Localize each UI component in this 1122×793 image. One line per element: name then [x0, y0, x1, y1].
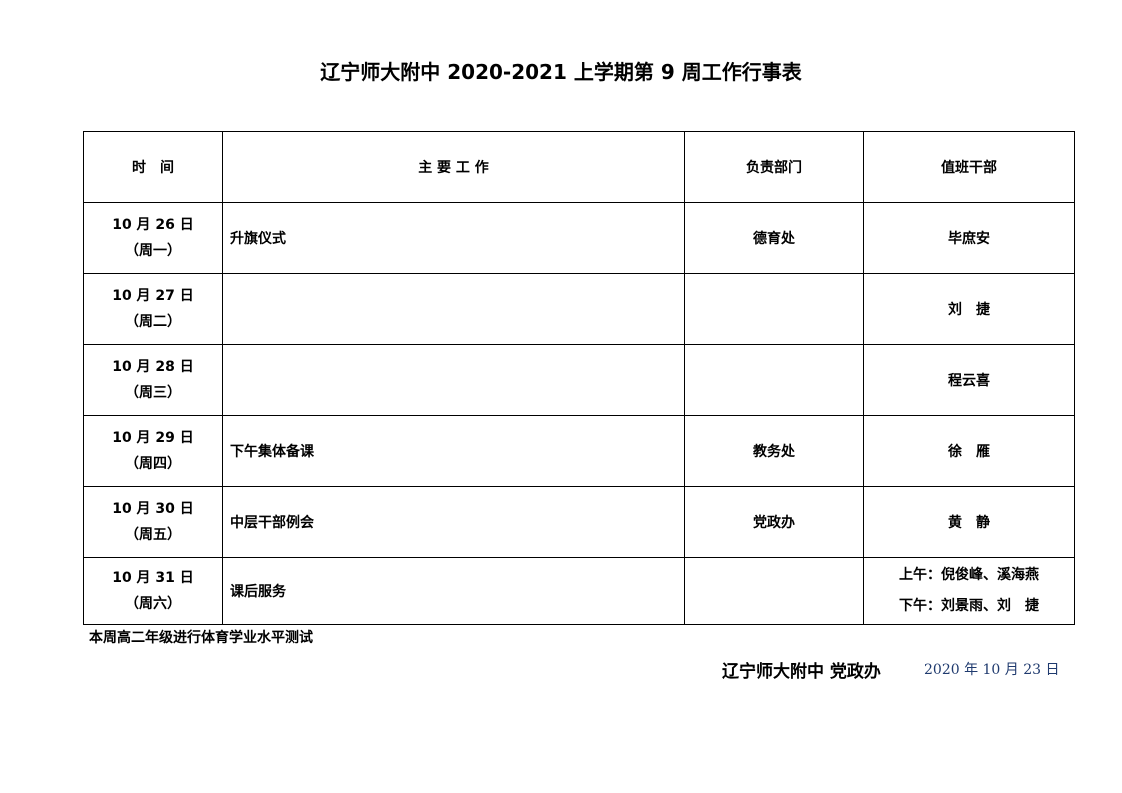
table-row: 10 月 26 日 （周一） 升旗仪式 德育处 毕庶安	[83, 202, 1075, 274]
work-cell	[222, 273, 685, 345]
dept-cell: 党政办	[684, 486, 864, 558]
header-work: 主 要 工 作	[222, 131, 685, 203]
date-cell: 10 月 31 日 （周六）	[83, 557, 223, 625]
dept-cell: 德育处	[684, 202, 864, 274]
work-cell: 中层干部例会	[222, 486, 685, 558]
date: 10 月 29 日	[112, 430, 194, 446]
date: 10 月 26 日	[112, 217, 194, 233]
weekday: （周六）	[125, 596, 181, 612]
work-cell: 升旗仪式	[222, 202, 685, 274]
duty-cell: 毕庶安	[863, 202, 1075, 274]
weekday: （周五）	[125, 527, 181, 543]
header-dept: 负责部门	[684, 131, 864, 203]
date-cell: 10 月 30 日 （周五）	[83, 486, 223, 558]
dept-cell	[684, 273, 864, 345]
table-row: 10 月 30 日 （周五） 中层干部例会 党政办 黄 静	[83, 486, 1075, 558]
duty-name: 程云喜	[948, 373, 990, 389]
date: 10 月 27 日	[112, 288, 194, 304]
work-cell: 下午集体备课	[222, 415, 685, 487]
date: 10 月 28 日	[112, 359, 194, 375]
work-cell: 课后服务	[222, 557, 685, 625]
weekday: （周二）	[125, 314, 181, 330]
work-cell	[222, 344, 685, 416]
duty-name: 毕庶安	[948, 231, 990, 247]
duty-name: 刘 捷	[948, 302, 990, 318]
weekday: （周四）	[125, 456, 181, 472]
date-cell: 10 月 26 日 （周一）	[83, 202, 223, 274]
date: 10 月 31 日	[112, 570, 194, 586]
duty-name: 下午：刘景雨、刘 捷	[899, 598, 1039, 614]
duty-cell: 黄 静	[863, 486, 1075, 558]
duty-cell: 徐 雁	[863, 415, 1075, 487]
issue-date: 2020 年 10 月 23 日	[924, 662, 1060, 678]
duty-cell: 刘 捷	[863, 273, 1075, 345]
duty-cell: 程云喜	[863, 344, 1075, 416]
date-cell: 10 月 28 日 （周三）	[83, 344, 223, 416]
table-row: 10 月 27 日 （周二） 刘 捷	[83, 273, 1075, 345]
signature: 辽宁师大附中 党政办	[722, 662, 881, 682]
header-duty: 值班干部	[863, 131, 1075, 203]
header-row: 时 间 主 要 工 作 负责部门 值班干部	[83, 131, 1075, 203]
dept-cell: 教务处	[684, 415, 864, 487]
schedule-table: 时 间 主 要 工 作 负责部门 值班干部 10 月 26 日 （周一） 升旗仪式…	[83, 131, 1075, 625]
table-row: 10 月 29 日 （周四） 下午集体备课 教务处 徐 雁	[83, 415, 1075, 487]
note: 本周高二年级进行体育学业水平测试	[89, 630, 313, 646]
page-title: 辽宁师大附中 2020-2021 上学期第 9 周工作行事表	[320, 60, 802, 84]
header-time: 时 间	[83, 131, 223, 203]
duty-name: 上午：倪俊峰、溪海燕	[899, 567, 1039, 583]
date-cell: 10 月 29 日 （周四）	[83, 415, 223, 487]
weekday: （周三）	[125, 385, 181, 401]
duty-name: 黄 静	[948, 515, 990, 531]
date: 10 月 30 日	[112, 501, 194, 517]
duty-cell: 上午：倪俊峰、溪海燕 下午：刘景雨、刘 捷	[863, 557, 1075, 625]
duty-name: 徐 雁	[948, 444, 990, 460]
table-row: 10 月 31 日 （周六） 课后服务 上午：倪俊峰、溪海燕 下午：刘景雨、刘 捷	[83, 557, 1075, 625]
dept-cell	[684, 344, 864, 416]
weekday: （周一）	[125, 243, 181, 259]
dept-cell	[684, 557, 864, 625]
date-cell: 10 月 27 日 （周二）	[83, 273, 223, 345]
table-row: 10 月 28 日 （周三） 程云喜	[83, 344, 1075, 416]
